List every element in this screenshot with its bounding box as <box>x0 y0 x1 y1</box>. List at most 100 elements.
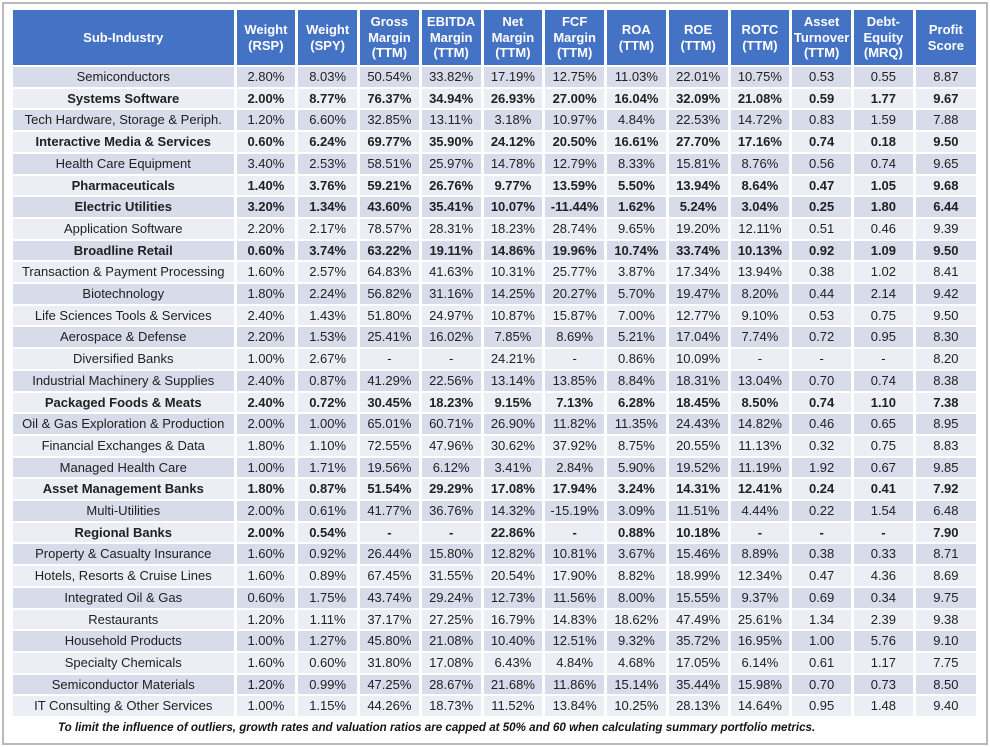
table-row: Interactive Media & Services 0.60% 6.24% 69… <box>13 131 976 154</box>
metric-cell-profit-score: 8.50 <box>914 673 976 697</box>
metric-cell-debt-equity: 0.34 <box>852 586 916 610</box>
metric-cell-weight-rsp: 1.00% <box>235 695 299 719</box>
column-header-weight-rsp: Weight (RSP) <box>235 10 299 67</box>
table-row: Transaction & Payment Processing 1.60% 2.5… <box>13 261 976 285</box>
metric-cell-weight-rsp: 1.60% <box>235 543 299 567</box>
metric-cell-debt-equity: 2.39 <box>852 608 916 632</box>
metric-cell-net-margin: 3.18% <box>482 109 546 133</box>
metric-cell-fcf-margin: 17.90% <box>543 565 607 588</box>
metric-cell-gross-margin: 19.56% <box>358 456 422 480</box>
metric-cell-profit-score: 7.75 <box>914 651 976 675</box>
metric-cell-roa: 7.00% <box>605 304 669 328</box>
metric-cell-gross-margin: 37.17% <box>358 608 422 632</box>
sub-industry-cell: Financial Exchanges & Data <box>13 434 237 458</box>
metric-cell-weight-rsp: 2.00% <box>235 521 299 545</box>
metric-cell-roa: 3.09% <box>605 500 669 523</box>
metric-cell-debt-equity: 0.65 <box>852 413 916 436</box>
metric-cell-weight-rsp: 2.80% <box>235 66 299 89</box>
metric-cell-gross-margin: 59.21% <box>358 174 422 198</box>
sub-industry-cell: Asset Management Banks <box>13 478 237 502</box>
metric-cell-gross-margin: 50.54% <box>358 66 422 89</box>
metric-cell-profit-score: 8.83 <box>914 434 976 458</box>
metric-cell-ebitda-margin: 31.16% <box>420 283 484 306</box>
metric-cell-weight-rsp: 0.60% <box>235 131 299 154</box>
metric-cell-weight-rsp: 0.60% <box>235 239 299 263</box>
metric-cell-profit-score: 8.38 <box>914 369 976 393</box>
metric-cell-roa: 8.82% <box>605 565 669 588</box>
metric-cell-weight-spy: 2.24% <box>296 283 360 306</box>
metric-cell-fcf-margin: 10.81% <box>543 543 607 567</box>
sub-industry-cell: Health Care Equipment <box>13 152 237 176</box>
metric-cell-gross-margin: 26.44% <box>358 543 422 567</box>
table-row: Packaged Foods & Meats 2.40% 0.72% 30.45% 18… <box>13 391 976 415</box>
metric-cell-ebitda-margin: 15.80% <box>420 543 484 567</box>
metric-cell-debt-equity: 0.73 <box>852 673 916 697</box>
metric-cell-roa: 11.35% <box>605 413 669 436</box>
metric-cell-weight-spy: 1.71% <box>296 456 360 480</box>
column-header-fcf-margin: FCF Margin (TTM) <box>543 10 607 67</box>
metric-cell-fcf-margin: 4.84% <box>543 651 607 675</box>
header-row: Sub-Industry Weight (RSP) Weight (SPY) Gros… <box>13 10 976 67</box>
metric-cell-weight-rsp: 1.60% <box>235 261 299 285</box>
metric-cell-weight-spy: 1.00% <box>296 413 360 436</box>
metric-cell-profit-score: 8.20 <box>914 348 976 371</box>
sub-industry-cell: Electric Utilities <box>13 196 237 219</box>
metric-cell-roa: 10.25% <box>605 695 669 719</box>
metric-cell-ebitda-margin: 21.08% <box>420 630 484 653</box>
metric-cell-weight-rsp: 1.40% <box>235 174 299 198</box>
metric-cell-weight-spy: 2.53% <box>296 152 360 176</box>
metric-cell-asset-turnover: 0.56 <box>790 152 854 176</box>
metric-cell-roe: 17.04% <box>667 326 731 350</box>
metric-cell-roe: 20.55% <box>667 434 731 458</box>
metric-cell-asset-turnover: 0.47 <box>790 565 854 588</box>
metric-cell-net-margin: 11.52% <box>482 695 546 719</box>
metric-cell-asset-turnover: 0.70 <box>790 369 854 393</box>
metric-cell-net-margin: 12.82% <box>482 543 546 567</box>
metric-cell-asset-turnover: 0.69 <box>790 586 854 610</box>
column-header-gross-margin: Gross Margin (TTM) <box>358 10 422 67</box>
metric-cell-rotc: 7.74% <box>729 326 793 350</box>
metric-cell-asset-turnover: 0.61 <box>790 651 854 675</box>
column-header-asset-turnover: Asset Turnover (TTM) <box>790 10 854 67</box>
metric-cell-rotc: 8.20% <box>729 283 793 306</box>
metric-cell-roe: 18.31% <box>667 369 731 393</box>
metric-cell-weight-spy: 0.89% <box>296 565 360 588</box>
metric-cell-profit-score: 6.48 <box>914 500 976 523</box>
metric-cell-rotc: 9.37% <box>729 586 793 610</box>
metric-cell-net-margin: 9.77% <box>482 174 546 198</box>
sub-industry-cell: Application Software <box>13 217 237 241</box>
metric-cell-profit-score: 7.38 <box>914 391 976 415</box>
table-row: Oil & Gas Exploration & Production 2.00% 1… <box>13 413 976 436</box>
sub-industry-cell: Managed Health Care <box>13 456 237 480</box>
metric-cell-net-margin: 14.86% <box>482 239 546 263</box>
table-row: Pharmaceuticals 1.40% 3.76% 59.21% 26.76% 9.7… <box>13 174 976 198</box>
metric-cell-debt-equity: 0.75 <box>852 304 916 328</box>
metric-cell-asset-turnover: 0.74 <box>790 131 854 154</box>
metric-cell-asset-turnover: 1.92 <box>790 456 854 480</box>
metric-cell-debt-equity: 1.09 <box>852 239 916 263</box>
metric-cell-rotc: 12.11% <box>729 217 793 241</box>
table-row: Hotels, Resorts & Cruise Lines 1.60% 0.89%… <box>13 565 976 588</box>
metric-cell-net-margin: 21.68% <box>482 673 546 697</box>
metric-cell-profit-score: 9.42 <box>914 283 976 306</box>
sub-industry-cell: Household Products <box>13 630 237 653</box>
metric-cell-weight-rsp: 1.20% <box>235 673 299 697</box>
metric-cell-roe: 15.55% <box>667 586 731 610</box>
metric-cell-asset-turnover: 0.70 <box>790 673 854 697</box>
metric-cell-debt-equity: 0.55 <box>852 66 916 89</box>
metric-cell-asset-turnover: 0.38 <box>790 261 854 285</box>
metric-cell-profit-score: 8.71 <box>914 543 976 567</box>
metric-cell-fcf-margin: 28.74% <box>543 217 607 241</box>
metric-cell-roe: 47.49% <box>667 608 731 632</box>
metric-cell-gross-margin: 78.57% <box>358 217 422 241</box>
metric-cell-profit-score: 9.40 <box>914 695 976 719</box>
metric-cell-ebitda-margin: 18.23% <box>420 391 484 415</box>
column-header-roa: ROA (TTM) <box>605 10 669 67</box>
metric-cell-profit-score: 8.30 <box>914 326 976 350</box>
metric-cell-roe: 18.45% <box>667 391 731 415</box>
metric-cell-asset-turnover: 0.53 <box>790 304 854 328</box>
metric-cell-asset-turnover: - <box>790 348 854 371</box>
metric-cell-ebitda-margin: 35.90% <box>420 131 484 154</box>
metric-cell-debt-equity: 1.80 <box>852 196 916 219</box>
metric-cell-weight-spy: 1.15% <box>296 695 360 719</box>
